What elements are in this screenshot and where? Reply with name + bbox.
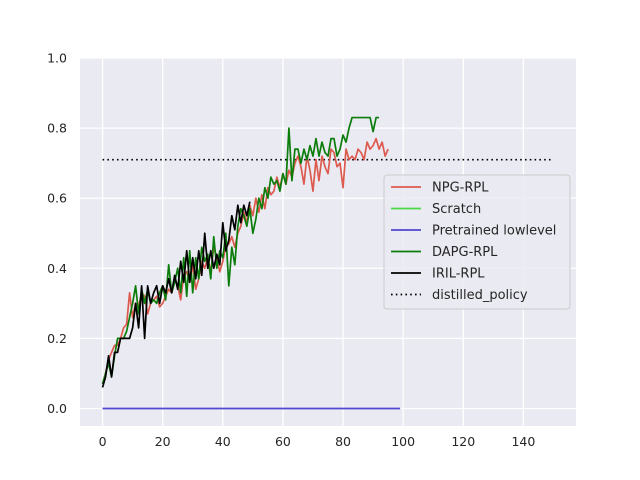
legend-box bbox=[383, 174, 571, 310]
y-tick-label: 1.0 bbox=[47, 51, 67, 66]
legend-label-npg-rpl: NPG-RPL bbox=[432, 181, 489, 196]
x-tick-label: 20 bbox=[155, 434, 171, 449]
x-tick-label: 40 bbox=[215, 434, 231, 449]
y-tick-label: 0.0 bbox=[47, 401, 67, 416]
x-tick-label: 140 bbox=[511, 434, 535, 449]
legend-label-dapg-rpl: DAPG-RPL bbox=[432, 245, 498, 260]
legend-label-iril-rpl: IRIL-RPL bbox=[432, 267, 485, 282]
x-tick-label: 0 bbox=[99, 434, 107, 449]
x-tick-label: 120 bbox=[451, 434, 475, 449]
series-layer bbox=[101, 116, 554, 410]
legend: NPG-RPL Scratch Pretrained lowlevel DAPG-RP… bbox=[383, 174, 571, 310]
y-tick-label: 0.8 bbox=[47, 121, 67, 136]
legend-label-pretrained-lowlevel: Pretrained lowlevel bbox=[432, 224, 556, 239]
legend-label-distilled-policy: distilled_policy bbox=[432, 288, 528, 303]
x-tick-label: 80 bbox=[335, 434, 351, 449]
x-tick-label: 100 bbox=[391, 434, 415, 449]
y-tick-label: 0.6 bbox=[47, 191, 67, 206]
series-line-iril-rpl bbox=[101, 201, 251, 388]
tick-labels: 0 20 40 60 80 100 120 140 0.0 0.2 0.4 0.6 0.8 1.0 bbox=[47, 51, 535, 450]
x-tick-label: 60 bbox=[275, 434, 291, 449]
series-line-npg-rpl bbox=[101, 137, 389, 385]
y-tick-label: 0.4 bbox=[47, 261, 67, 276]
y-tick-label: 0.2 bbox=[47, 331, 67, 346]
legend-label-scratch: Scratch bbox=[432, 202, 481, 217]
